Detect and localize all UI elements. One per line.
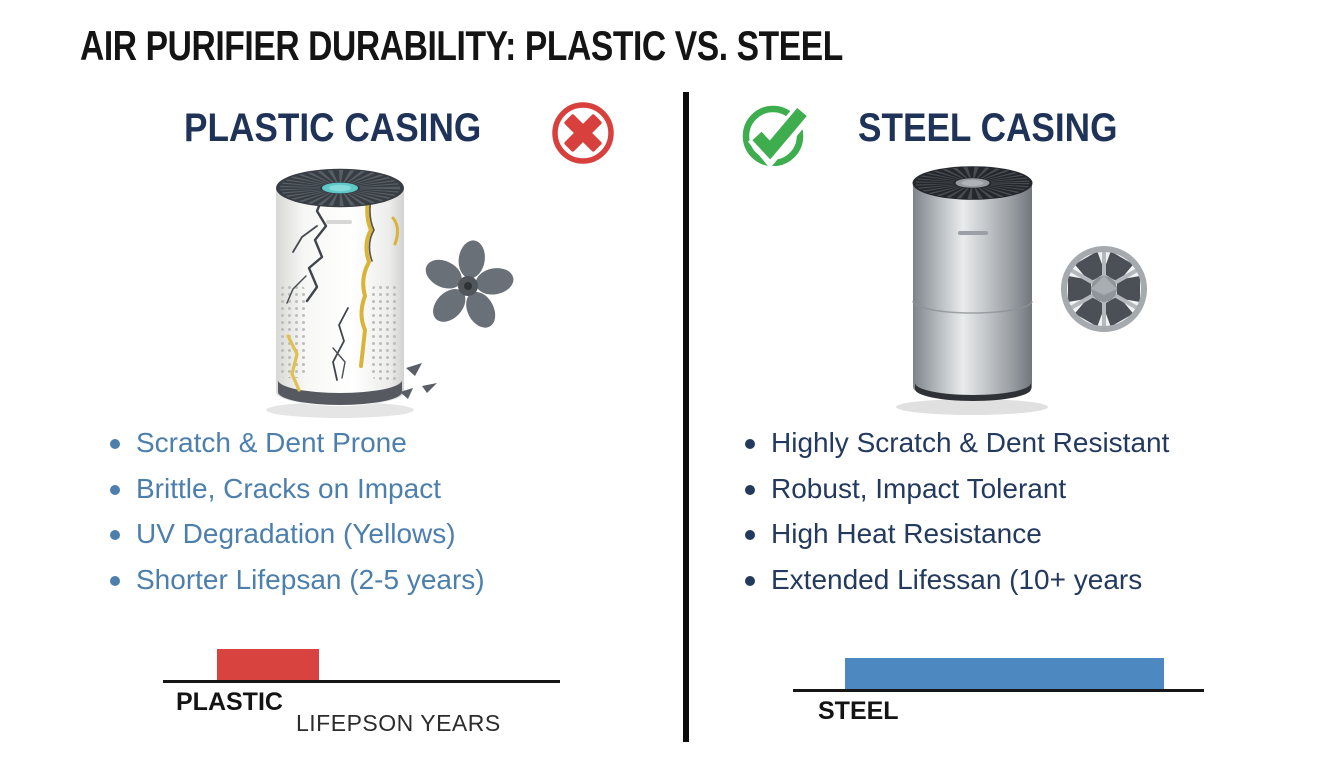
bullet-dot-icon [745, 439, 755, 449]
crack-lines [286, 190, 400, 392]
plastic-bar-label: PLASTIC [176, 688, 283, 716]
list-item: Robust, Impact Tolerant [745, 472, 1169, 518]
steel-purifier-body [912, 183, 1033, 401]
steel-bar-label: STEEL [818, 697, 899, 725]
bullet-dot-icon [745, 484, 755, 495]
bullet-dot-icon [110, 530, 120, 540]
bullet-text: Shorter Lifepsan (2-5 years) [136, 563, 485, 595]
cross-circle-icon [552, 102, 614, 164]
bullet-dot-icon [745, 530, 755, 540]
debris-shards [400, 363, 437, 399]
steel-axis-line [793, 689, 1204, 692]
plastic-purifier-illustration [266, 168, 514, 418]
plastic-purifier-body [276, 188, 404, 406]
bullet-text: Robust, Impact Tolerant [771, 472, 1067, 504]
bullet-text: Highly Scratch & Dent Resistant [771, 427, 1170, 458]
list-item: Scratch & Dent Prone [110, 426, 485, 472]
steel-purifier-illustration [896, 166, 1147, 415]
list-item: Highly Scratch & Dent Resistant [745, 426, 1169, 472]
steel-purifier-top [912, 166, 1033, 200]
bullet-text: Scratch & Dent Prone [136, 427, 407, 458]
list-item: Extended Lifessan (10+ years [745, 563, 1169, 609]
bullet-text: UV Degradation (Yellows) [136, 518, 456, 549]
plastic-lifespan-bar [217, 649, 319, 680]
list-item: High Heat Resistance [745, 517, 1169, 563]
list-item: UV Degradation (Yellows) [110, 517, 485, 563]
page-title: AIR PURIFIER DURABILITY: PLASTIC VS. STE… [80, 22, 843, 69]
lifespan-axis-caption: LIFEPSON YEARS [296, 710, 501, 736]
plastic-purifier-top [276, 168, 404, 208]
list-item: Brittle, Cracks on Impact [110, 472, 485, 518]
plastic-axis-line [163, 680, 560, 683]
bullet-dot-icon [110, 439, 120, 449]
bullet-text: Brittle, Cracks on Impact [136, 472, 441, 504]
steel-bullet-list: Highly Scratch & Dent Resistant Robust, … [745, 426, 1169, 608]
plastic-purifier-shadow [266, 402, 414, 418]
bullet-dot-icon [745, 575, 755, 586]
broken-fan-icon [425, 240, 514, 328]
bullet-dot-icon [110, 484, 120, 495]
steel-purifier-shadow [896, 399, 1048, 415]
plastic-bullet-list: Scratch & Dent Prone Brittle, Cracks on … [110, 426, 485, 608]
center-divider [683, 92, 689, 742]
bullet-text: High Heat Resistance [771, 518, 1042, 549]
plastic-heading: PLASTIC CASING [184, 106, 482, 150]
bullet-dot-icon [110, 575, 120, 586]
metal-fan-icon [1061, 246, 1147, 332]
bullet-text: Extended Lifessan (10+ years [771, 563, 1143, 595]
list-item: Shorter Lifepsan (2-5 years) [110, 563, 485, 609]
steel-lifespan-bar [845, 658, 1164, 689]
steel-heading: STEEL CASING [858, 106, 1118, 150]
check-circle-icon [742, 104, 813, 166]
